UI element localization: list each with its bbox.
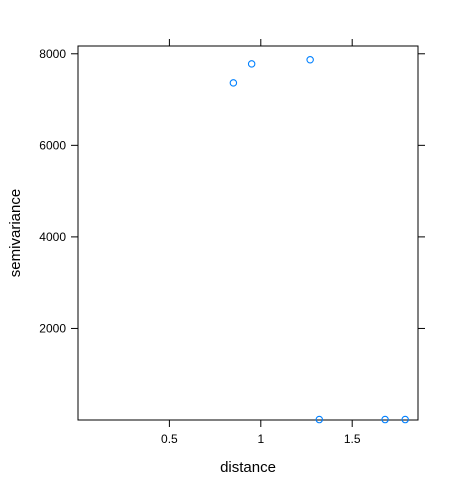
y-tick-label: 4000 [39,230,66,244]
y-axis-label: semivariance [7,189,24,277]
plot-frame [77,45,419,421]
y-tick-label: 8000 [39,47,66,61]
x-tick-label: 1.5 [344,432,361,446]
point [229,79,238,87]
x-axis-label: distance [220,459,276,476]
point [401,415,409,424]
x-tick-label: 1 [257,432,264,446]
point [306,55,314,64]
point [381,415,389,424]
y-tick-label: 6000 [39,138,66,152]
x-tick-label: 0.5 [161,432,178,446]
point [315,415,324,424]
y-tick-label: 2000 [39,321,66,335]
point [247,60,256,68]
